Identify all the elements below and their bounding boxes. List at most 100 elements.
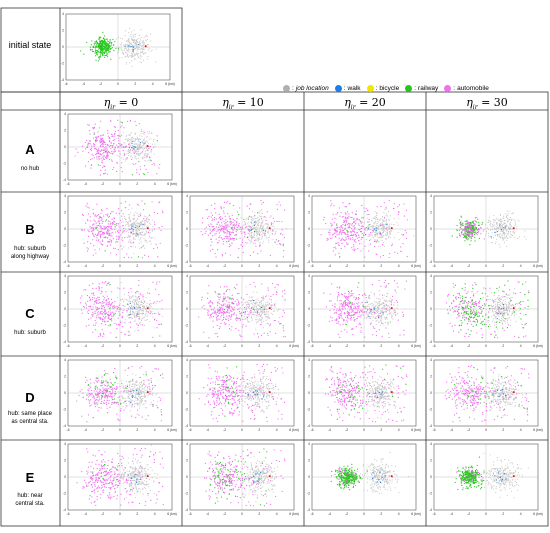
panel-a-0-automobile-point bbox=[156, 135, 158, 137]
panel-a-0-automobile-point bbox=[102, 162, 104, 164]
panel-b-2-automobile-point bbox=[329, 232, 331, 234]
panel-b-2-job-point bbox=[367, 236, 369, 238]
panel-c-1-automobile-point bbox=[236, 284, 238, 286]
panel-a-0-railway-point bbox=[121, 122, 124, 124]
panel-c-0-job-point bbox=[142, 314, 144, 316]
initial-plot-job-point bbox=[128, 43, 130, 45]
panel-b-0-job-point bbox=[131, 222, 133, 224]
panel-a-0-job-point bbox=[141, 157, 143, 159]
panel-b-2-automobile-point bbox=[364, 211, 366, 213]
panel-c-1-job-point bbox=[254, 308, 256, 310]
panel-c-2-job-point bbox=[396, 307, 398, 309]
panel-c-0-automobile-point bbox=[94, 300, 96, 303]
panel-b-2-automobile-point bbox=[344, 224, 347, 226]
initial-plot-job-point bbox=[133, 45, 135, 47]
panel-b-2-automobile-point bbox=[335, 236, 337, 238]
panel-c-1-automobile-point bbox=[235, 327, 237, 330]
panel-c-1-automobile-point bbox=[239, 335, 242, 337]
initial-plot-railway-point bbox=[101, 50, 104, 52]
panel-b-2-y-tick: -2 bbox=[307, 244, 310, 248]
panel-c-1-job-point bbox=[244, 308, 246, 310]
panel-b-1-job-point bbox=[249, 242, 251, 244]
panel-b-3-job-point bbox=[501, 225, 503, 227]
panel-c-0-job-point bbox=[153, 327, 155, 329]
panel-b-3-automobile-point bbox=[462, 222, 464, 224]
panel-c-0-automobile-point bbox=[92, 315, 94, 317]
panel-b-0-walk-point bbox=[131, 227, 133, 230]
panel-a-0-automobile-point bbox=[136, 169, 138, 171]
panel-c-0-automobile-point bbox=[96, 302, 98, 304]
initial-plot-job-point bbox=[128, 32, 130, 34]
panel-b-2-automobile-point bbox=[333, 228, 335, 230]
panel-b-2-job-point bbox=[397, 224, 399, 226]
initial-plot-job-point bbox=[133, 29, 135, 31]
panel-a-0-job-point bbox=[133, 151, 135, 153]
panel-a-0-automobile-point bbox=[91, 153, 93, 156]
panel-b-1-automobile-point bbox=[276, 208, 279, 210]
panel-c-0-job-point bbox=[143, 316, 145, 318]
panel-c-1-automobile-point bbox=[223, 303, 225, 305]
panel-b-0-automobile-point bbox=[112, 247, 115, 249]
panel-c-1-job-point bbox=[252, 303, 254, 305]
panel-c-1-automobile-point bbox=[229, 289, 231, 291]
panel-c-1-job-point bbox=[249, 300, 251, 302]
panel-b-1-automobile-point bbox=[250, 234, 253, 236]
panel-c-1-job-point bbox=[269, 304, 271, 306]
panel-b-2-job-point bbox=[381, 237, 383, 239]
panel-b-1-job-point bbox=[261, 224, 263, 226]
panel-b-0-automobile-point bbox=[105, 214, 107, 216]
panel-b-0-automobile-point bbox=[115, 241, 117, 243]
panel-a-0-automobile-point bbox=[100, 154, 103, 156]
initial-plot-job-point bbox=[125, 44, 127, 46]
initial-plot-railway-point bbox=[106, 41, 108, 43]
panel-a-0-x-tick: -6 bbox=[66, 182, 69, 186]
panel-b-0-job-point bbox=[130, 212, 132, 214]
panel-b-2-job-point bbox=[382, 231, 384, 233]
panel-c-1-job-point bbox=[249, 296, 251, 298]
panel-c-0-job-point bbox=[143, 306, 146, 308]
panel-c-0-railway-point bbox=[114, 306, 116, 308]
panel-b-1-x-tick: 2 bbox=[258, 264, 260, 268]
panel-c-1-automobile-point bbox=[245, 325, 247, 327]
panel-b-2-job-point bbox=[372, 236, 374, 239]
panel-b-0-automobile-point bbox=[100, 226, 102, 228]
panel-c-0-job-point bbox=[149, 305, 151, 307]
initial-plot-railway-point bbox=[96, 52, 98, 55]
initial-plot-railway-point bbox=[95, 42, 97, 45]
panel-a-0-job-point bbox=[141, 136, 143, 138]
panel-b-2-job-point bbox=[393, 237, 395, 239]
panel-c-2-job-point bbox=[382, 323, 384, 325]
panel-b-2-automobile-point bbox=[358, 219, 360, 221]
initial-plot-job-point bbox=[143, 36, 145, 39]
panel-b-3-walk-point bbox=[494, 231, 496, 234]
panel-b-3-railway-point bbox=[476, 231, 479, 234]
panel-c-0-automobile-point bbox=[101, 328, 103, 331]
initial-plot-job-point bbox=[139, 48, 141, 50]
panel-c-1-job-point bbox=[279, 317, 281, 319]
panel-c-2-job-point bbox=[393, 302, 395, 304]
panel-b-2-job-point bbox=[382, 221, 384, 223]
initial-plot-railway-point bbox=[111, 42, 113, 44]
panel-c-1-automobile-point bbox=[251, 296, 253, 298]
panel-c-1-job-point bbox=[270, 305, 272, 307]
panel-b-0-automobile-point bbox=[151, 201, 153, 203]
panel-b-2-job-point bbox=[386, 207, 388, 209]
panel-a-0-automobile-point bbox=[93, 157, 95, 159]
panel-b-2-job-point bbox=[372, 217, 374, 219]
panel-b-1-automobile-point bbox=[244, 233, 246, 235]
panel-a-0-automobile-point bbox=[100, 120, 102, 122]
panel-b-0-job-point bbox=[135, 223, 137, 225]
panel-c-1-automobile-point bbox=[227, 318, 229, 320]
panel-b-0-automobile-point bbox=[106, 229, 109, 232]
initial-plot-railway-point bbox=[97, 46, 100, 48]
panel-a-0-railway-point bbox=[102, 149, 105, 151]
panel-b-0-automobile-point bbox=[106, 237, 109, 239]
panel-b-3-automobile-point bbox=[461, 216, 463, 218]
initial-plot-walk-point bbox=[124, 45, 126, 47]
panel-b-3-job-point bbox=[498, 235, 500, 237]
panel-b-2-job-point bbox=[371, 220, 373, 222]
panel-b-1-job-point bbox=[251, 217, 253, 220]
panel-b-0-job-point bbox=[138, 222, 140, 224]
panel-b-1-job-point bbox=[267, 224, 269, 226]
initial-plot-job-point bbox=[135, 41, 137, 43]
